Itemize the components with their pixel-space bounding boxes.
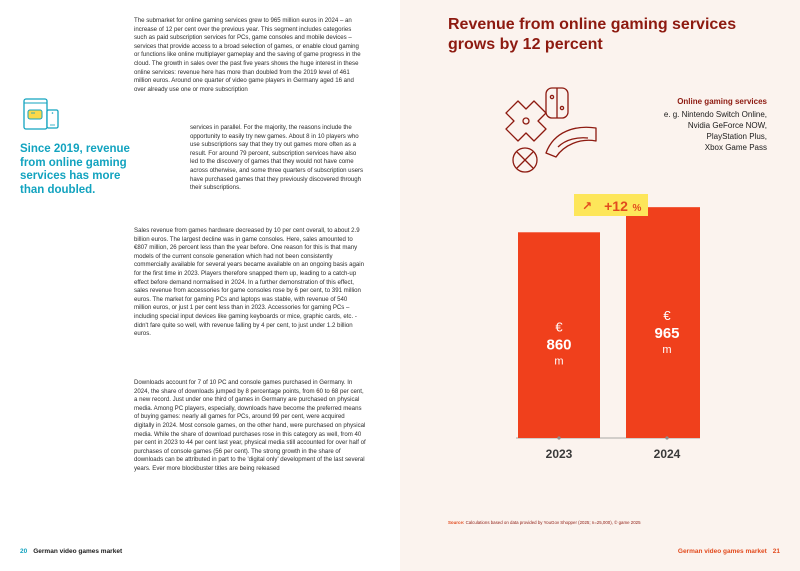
page-number: 20 [20, 548, 28, 555]
pull-quote: Since 2019, revenue from online gaming s… [20, 143, 130, 196]
body-paragraph: The submarket for online gaming services… [134, 17, 361, 93]
page-footer: 20 German video games market [20, 548, 122, 555]
growth-badge [574, 194, 648, 216]
gaming-services-icon [505, 87, 597, 173]
data-label-prefix: € [663, 308, 671, 323]
arrow-up-right-icon: ↗ [582, 199, 592, 213]
x-tick-label: 2024 [654, 447, 681, 461]
footer-title: German video games market [33, 548, 123, 555]
footer-title: German video games market [677, 548, 767, 555]
body-paragraph: Sales revenue from games hardware decrea… [134, 227, 364, 338]
bar-2023 [518, 232, 600, 438]
legend-line: Nvidia GeForce NOW, [687, 121, 767, 130]
growth-badge-value: +12 [604, 198, 628, 214]
x-tick [665, 436, 669, 440]
source-label: Source: [448, 520, 465, 525]
legend-examples: e. g. Nintendo Switch Online, Nvidia GeF… [567, 109, 767, 153]
revenue-bar-chart-svg: €860 m 2023 €965 m 2024 ↗ +12% [516, 194, 700, 461]
page-number: 21 [772, 548, 780, 555]
source-note: Source: Calculations based on data provi… [448, 520, 641, 525]
legend-line: Xbox Game Pass [704, 143, 767, 152]
source-text: Calculations based on data provided by Y… [465, 520, 641, 525]
legend-line: PlayStation Plus, [706, 132, 767, 141]
revenue-bar-chart: €860 m 2023 €965 m 2024 ↗ +12% [500, 190, 700, 480]
body-paragraph: Downloads account for 7 of 10 PC and con… [134, 379, 366, 472]
data-label-unit: m [554, 355, 563, 367]
data-label-unit: m [662, 344, 671, 356]
legend-heading: Online gaming services [677, 97, 767, 106]
body-paragraph: services in parallel. For the majority, … [190, 124, 364, 192]
devices-icon [23, 98, 59, 130]
x-tick [557, 436, 561, 440]
data-label-prefix: € [555, 319, 563, 334]
x-tick-label: 2023 [546, 447, 573, 461]
left-page: Since 2019, revenue from online gaming s… [20, 17, 366, 555]
right-page: Revenue from online gaming services grow… [400, 0, 800, 571]
page-footer: German video games market 21 [678, 548, 780, 555]
data-label-value: 860 [546, 336, 571, 353]
data-label-value: 965 [654, 325, 679, 342]
bar-2024 [626, 207, 700, 438]
legend-line: e. g. Nintendo Switch Online, [663, 110, 767, 119]
chart-title: Revenue from online gaming services grow… [448, 16, 737, 53]
growth-badge-unit: % [633, 203, 642, 214]
